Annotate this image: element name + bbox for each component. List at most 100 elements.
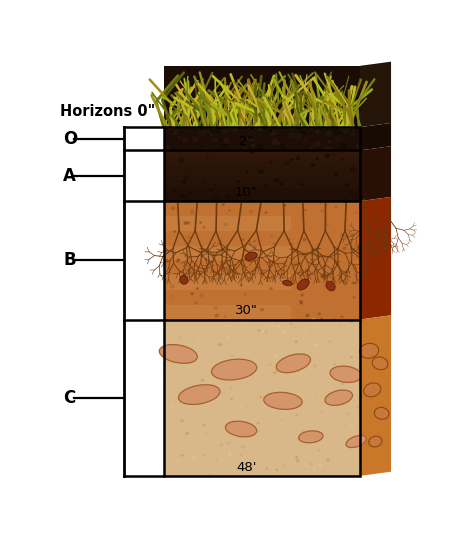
Ellipse shape [210,189,212,191]
Ellipse shape [297,460,299,462]
Ellipse shape [179,112,181,117]
Ellipse shape [235,378,236,379]
Ellipse shape [213,395,216,396]
Ellipse shape [182,102,184,107]
Ellipse shape [281,120,283,122]
Ellipse shape [321,210,324,212]
Ellipse shape [283,330,286,333]
Ellipse shape [320,117,323,120]
Ellipse shape [227,336,230,338]
Ellipse shape [289,243,292,245]
Ellipse shape [300,301,302,303]
Ellipse shape [295,327,297,328]
Ellipse shape [287,113,292,115]
Bar [164,180,360,184]
Ellipse shape [187,236,190,238]
Ellipse shape [333,154,335,155]
Bar [164,290,291,305]
Bar [164,201,360,320]
Ellipse shape [203,424,206,426]
Ellipse shape [231,355,234,356]
Ellipse shape [345,118,351,120]
Ellipse shape [303,238,306,240]
Ellipse shape [215,278,218,281]
Ellipse shape [179,385,220,405]
Ellipse shape [244,148,247,150]
Ellipse shape [192,457,195,459]
Text: 10": 10" [235,186,258,199]
Ellipse shape [249,279,251,280]
Ellipse shape [301,294,304,296]
Polygon shape [360,197,391,320]
Ellipse shape [269,364,271,366]
Ellipse shape [252,144,255,147]
Ellipse shape [240,454,242,455]
Ellipse shape [181,455,183,456]
Ellipse shape [256,106,260,109]
Ellipse shape [343,199,347,202]
Ellipse shape [173,102,175,105]
Ellipse shape [234,102,236,104]
Ellipse shape [201,102,204,106]
Ellipse shape [171,295,172,296]
Ellipse shape [262,102,265,105]
Ellipse shape [189,108,196,111]
Ellipse shape [253,105,256,112]
Ellipse shape [346,435,366,447]
Ellipse shape [341,316,343,318]
Ellipse shape [200,222,202,223]
Ellipse shape [277,326,279,327]
Ellipse shape [201,379,203,381]
Ellipse shape [299,438,302,440]
Ellipse shape [314,365,316,367]
Ellipse shape [241,321,243,322]
Ellipse shape [296,457,297,458]
Bar [164,320,360,476]
Ellipse shape [171,406,172,407]
Bar [164,150,360,155]
Ellipse shape [250,151,253,153]
Ellipse shape [274,142,278,144]
Ellipse shape [277,143,281,145]
Ellipse shape [374,407,389,419]
Ellipse shape [269,130,271,132]
Ellipse shape [333,319,334,320]
Ellipse shape [259,433,260,434]
Ellipse shape [165,100,169,104]
Ellipse shape [242,239,244,240]
Ellipse shape [360,343,378,358]
Ellipse shape [204,113,207,117]
Ellipse shape [261,309,264,311]
Ellipse shape [180,116,182,119]
Ellipse shape [181,420,183,422]
Ellipse shape [290,127,294,130]
Ellipse shape [170,193,172,194]
Text: C: C [63,389,76,407]
Ellipse shape [169,112,174,117]
Text: B: B [63,251,76,270]
Ellipse shape [185,433,189,435]
Ellipse shape [342,147,346,149]
Ellipse shape [195,302,197,304]
Ellipse shape [166,383,167,384]
Bar [164,260,291,275]
Ellipse shape [353,297,355,298]
Bar [164,245,291,260]
Ellipse shape [272,406,275,408]
Ellipse shape [203,148,207,150]
Ellipse shape [309,386,310,387]
Ellipse shape [298,366,300,367]
Ellipse shape [310,107,314,110]
Ellipse shape [356,256,358,257]
Ellipse shape [336,447,337,449]
Ellipse shape [217,131,220,133]
Ellipse shape [319,464,322,467]
Ellipse shape [222,131,225,133]
Ellipse shape [306,465,307,467]
Ellipse shape [230,108,235,113]
Ellipse shape [318,313,321,315]
Ellipse shape [191,139,194,141]
Bar [164,66,360,127]
Ellipse shape [352,102,354,105]
Ellipse shape [315,344,318,346]
